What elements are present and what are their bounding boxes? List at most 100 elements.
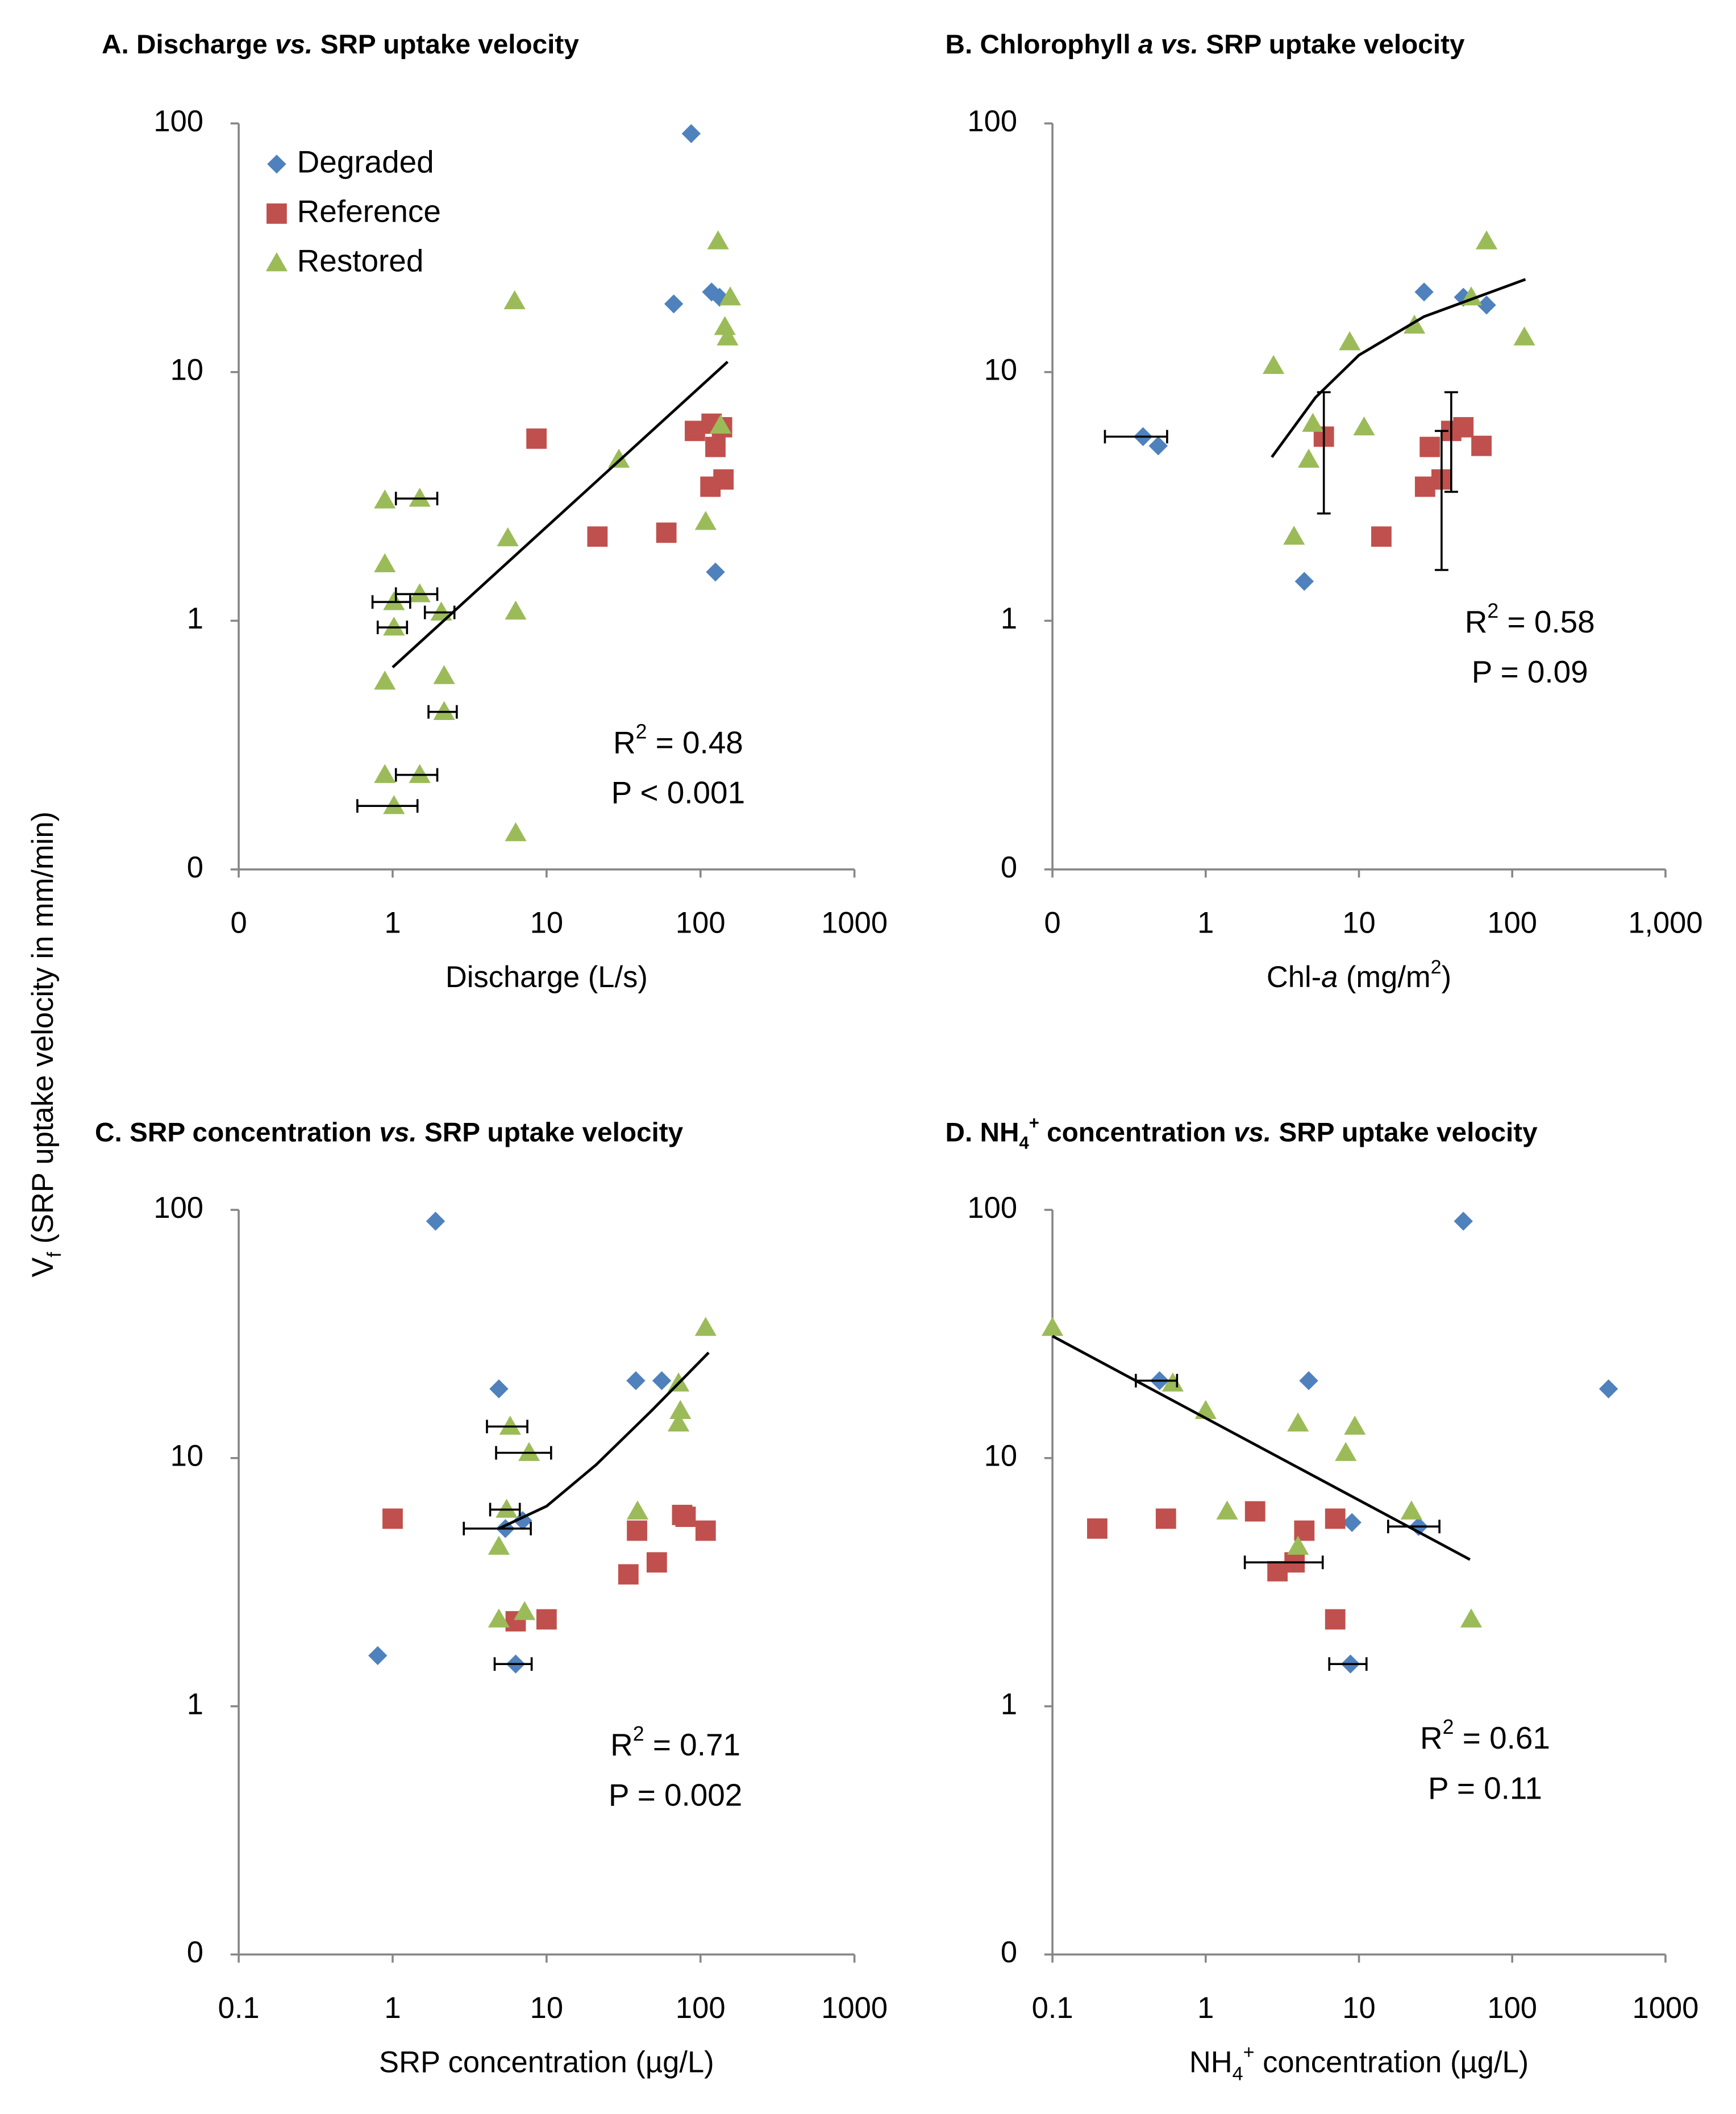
stat-annotation-part: 2 <box>636 721 647 743</box>
error-bar <box>394 492 439 506</box>
chart-title: A. Discharge vs. SRP uptake velocity <box>102 30 579 60</box>
point <box>518 1442 540 1461</box>
point <box>1475 230 1498 249</box>
chart-title-part: C. SRP concentration <box>95 1117 379 1147</box>
x-axis-label-part: ) <box>1442 960 1451 994</box>
legend-marker <box>266 203 287 224</box>
point <box>1371 526 1392 547</box>
point <box>1042 1317 1064 1336</box>
point <box>646 1552 667 1573</box>
x-tick-label: 10 <box>530 1991 563 2025</box>
point <box>409 488 431 507</box>
point <box>383 795 405 814</box>
error-bar <box>495 1446 552 1460</box>
error-bar <box>1434 430 1448 571</box>
chart-title-part: a vs. <box>1138 30 1198 60</box>
chart-title-part: concentration <box>1039 1117 1234 1147</box>
error-bar <box>1104 430 1168 444</box>
point <box>499 1416 521 1435</box>
x-tick-label: 1 <box>384 906 401 940</box>
point <box>1267 1561 1288 1582</box>
point <box>669 1400 692 1419</box>
point <box>526 428 547 449</box>
point <box>1471 435 1492 456</box>
point <box>1325 1609 1346 1630</box>
point <box>374 553 396 572</box>
stat-annotation-part: R <box>1420 1720 1443 1755</box>
point <box>694 511 717 530</box>
point <box>1353 416 1375 436</box>
error-bar <box>1387 1520 1441 1534</box>
point <box>1087 1518 1108 1539</box>
point <box>368 1646 388 1666</box>
point <box>1287 1412 1309 1431</box>
stat-annotation-part: = 0.71 <box>644 1727 740 1762</box>
y-tick-label: 10 <box>170 1439 203 1473</box>
point <box>1155 1508 1176 1529</box>
point <box>488 1535 510 1555</box>
point <box>1299 1371 1318 1391</box>
point <box>514 1601 536 1620</box>
x-tick-label: 10 <box>1342 906 1375 940</box>
point <box>489 1379 509 1399</box>
y-tick-label: 0 <box>187 851 203 884</box>
point <box>1294 572 1314 591</box>
x-axis-label-part: NH <box>1189 2046 1233 2079</box>
y-axis-label-part: (SRP uptake velocity in mm/min) <box>26 812 60 1252</box>
point <box>1339 331 1361 351</box>
stat-annotation: R2 = 0.61 <box>1420 1716 1550 1755</box>
y-tick-label: 100 <box>967 105 1017 138</box>
x-axis-label: NH4+ concentration (µg/L) <box>1189 2042 1529 2085</box>
point <box>608 448 630 468</box>
error-bar <box>1328 1657 1368 1671</box>
point <box>1162 1372 1184 1392</box>
point <box>695 1520 716 1541</box>
point <box>374 489 396 509</box>
legend-label: Degraded <box>297 144 434 179</box>
point <box>618 1564 639 1585</box>
stat-annotation: R2 = 0.58 <box>1465 600 1595 639</box>
point <box>536 1609 557 1630</box>
chart-title-part: A. Discharge <box>102 30 275 60</box>
trend-line <box>1271 278 1526 458</box>
stat-annotation: P = 0.11 <box>1428 1770 1542 1805</box>
point <box>1419 436 1441 457</box>
x-axis-label-part: concentration (µg/L) <box>1255 2046 1529 2079</box>
x-tick-label: 10 <box>1342 1991 1375 2025</box>
y-tick-label: 0 <box>187 1936 203 1969</box>
point <box>675 1507 696 1527</box>
stat-annotation-part: = 0.58 <box>1498 604 1595 639</box>
y-tick-label: 100 <box>967 1191 1017 1225</box>
stat-annotation: P = 0.09 <box>1472 654 1588 689</box>
y-tick-label: 10 <box>984 353 1017 387</box>
x-tick-label: 100 <box>1487 1991 1537 2025</box>
point <box>409 583 431 602</box>
y-tick-label: 10 <box>170 353 203 387</box>
chart-title-part: 4 <box>1019 1133 1029 1152</box>
y-tick-label: 1 <box>187 602 203 635</box>
point <box>383 591 405 610</box>
point <box>433 701 455 721</box>
point <box>433 665 455 684</box>
point <box>1302 413 1324 432</box>
x-tick-label: 1,000 <box>1628 906 1702 940</box>
x-axis-label-part: Discharge (L/s) <box>446 960 648 994</box>
stat-annotation: R2 = 0.48 <box>613 721 743 760</box>
chart-title-part: SRP uptake velocity <box>1198 30 1465 60</box>
x-axis-label-part: + <box>1243 2042 1255 2063</box>
point <box>1460 1608 1483 1628</box>
chart-title: C. SRP concentration vs. SRP uptake velo… <box>95 1117 684 1147</box>
error-bar <box>371 595 411 609</box>
x-axis-label-part: a <box>1321 960 1338 994</box>
point <box>496 1499 518 1518</box>
x-axis-label: Discharge (L/s) <box>446 960 648 994</box>
x-tick-label: 1 <box>1197 906 1214 940</box>
error-bar <box>1444 391 1458 493</box>
x-tick-label: 0.1 <box>218 1991 260 2025</box>
y-tick-label: 0 <box>1001 1936 1017 1969</box>
error-bar <box>394 768 439 782</box>
x-tick-label: 100 <box>1487 906 1537 940</box>
point <box>1244 1501 1265 1522</box>
point <box>1148 436 1168 456</box>
point <box>626 1371 646 1391</box>
